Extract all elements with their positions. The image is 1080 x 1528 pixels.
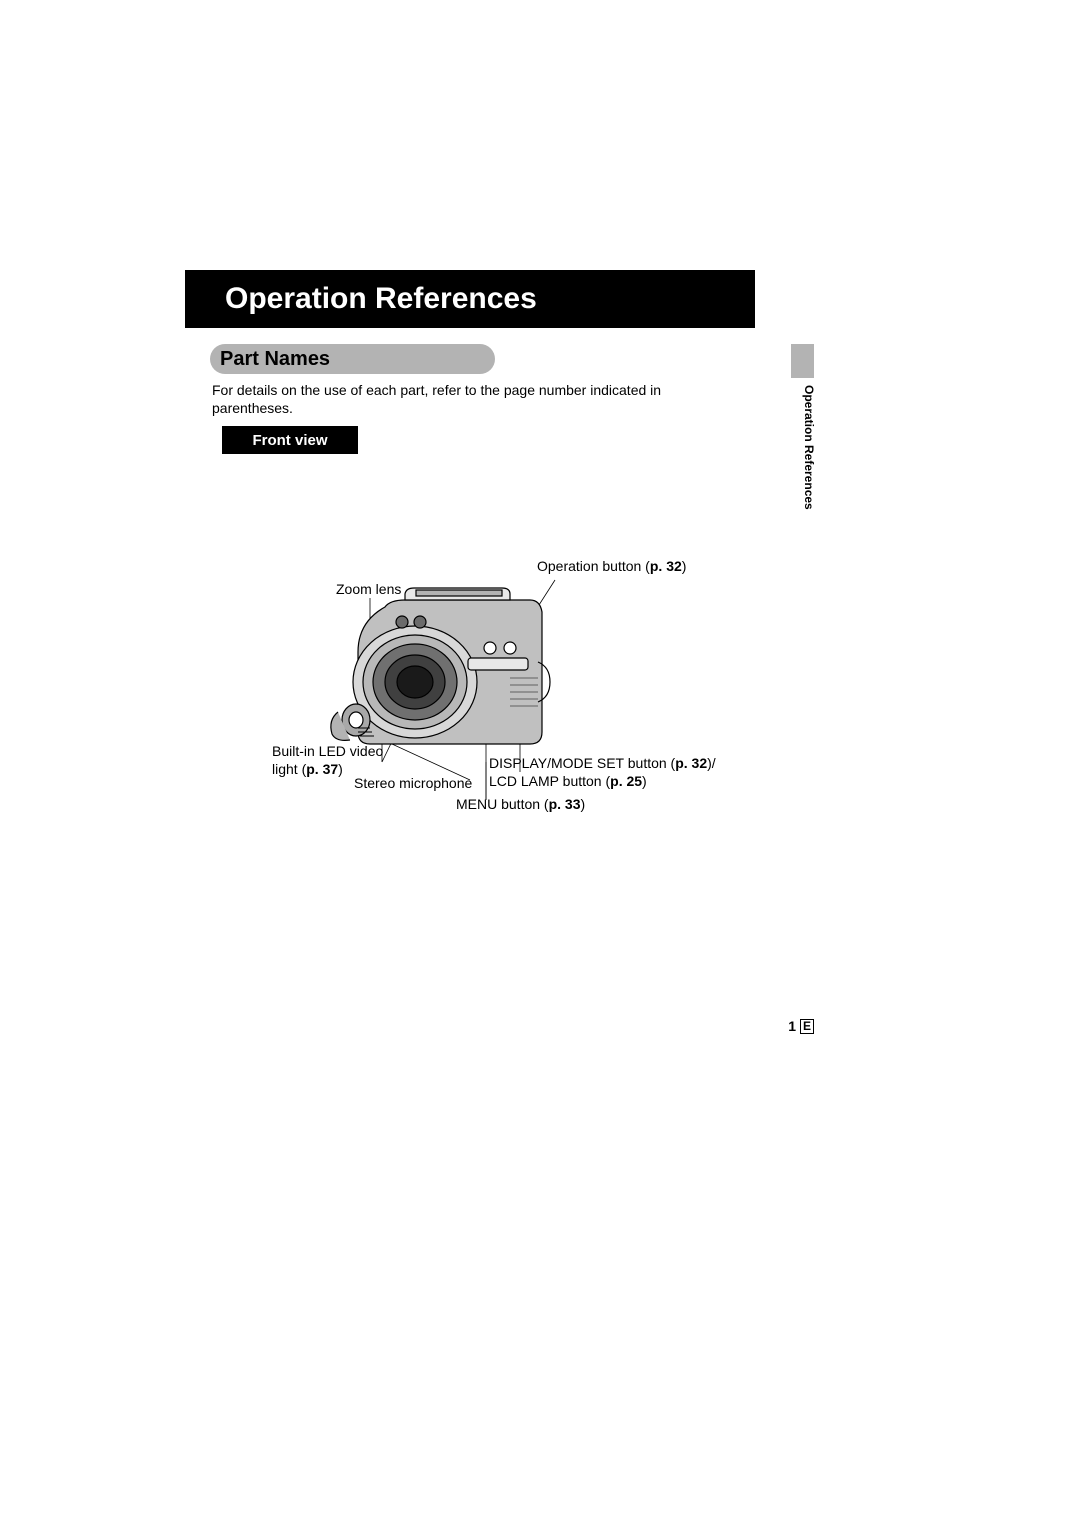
page-number: 1 E	[788, 1018, 814, 1034]
page-number-value: 1	[788, 1018, 796, 1034]
page-number-letter: E	[800, 1019, 814, 1034]
view-label: Front view	[252, 432, 327, 449]
intro-paragraph: For details on the use of each part, ref…	[212, 382, 692, 417]
chapter-banner: Operation References	[185, 270, 755, 328]
camcorder-diagram	[210, 472, 770, 872]
side-tab-block	[791, 344, 814, 378]
view-label-box: Front view	[222, 426, 358, 454]
page-root: Operation References Part Names For deta…	[0, 0, 1080, 1528]
section-heading: Part Names	[210, 344, 495, 374]
chapter-title: Operation References	[225, 282, 537, 316]
side-tab-label: Operation References	[802, 385, 816, 510]
section-title: Part Names	[220, 348, 330, 371]
